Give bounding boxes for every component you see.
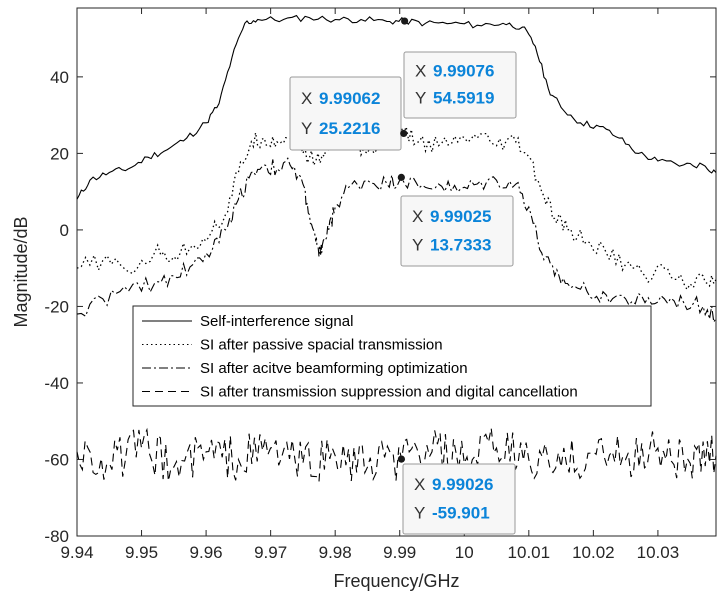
y-tick-label: 20 [50, 144, 69, 163]
y-tick-label: 40 [50, 68, 69, 87]
x-tick-label: 9.94 [60, 543, 93, 562]
y-tick-label: 0 [60, 221, 69, 240]
datatip[interactable]: X 9.99026 Y -59.901 [397, 455, 516, 535]
datatip-x-value: 9.99025 [430, 207, 491, 226]
y-axis-label: Magnitude/dB [11, 216, 31, 327]
x-tick-label: 9.95 [125, 543, 158, 562]
axis-ticks: 9.94 9.95 9.96 9.97 9.98 9.99 10 10.01 10.02 10.0… [44, 8, 716, 562]
datatip-y-value: -59.901 [432, 504, 490, 523]
datatip-y-value: 54.5919 [433, 88, 494, 107]
datatips: X 9.99076 Y 54.5919 X 9.99062 Y 25.2216 X 9.99025… [289, 17, 517, 535]
series-line-1 [76, 14, 717, 200]
datatip-x-value: 9.99062 [319, 89, 380, 108]
y-tick-label: -40 [44, 374, 69, 393]
datatip-box [402, 463, 516, 535]
datatip-box [400, 195, 514, 267]
x-tick-label: 10.02 [572, 543, 615, 562]
y-tick-label: -80 [44, 527, 69, 546]
datatip-marker[interactable] [397, 455, 406, 463]
datatip-y-key: Y [301, 119, 312, 138]
datatip-x-key: X [415, 61, 426, 80]
datatip-x-key: X [412, 207, 423, 226]
x-tick-label: 9.99 [383, 543, 416, 562]
datatip-x-key: X [301, 89, 312, 108]
legend-entry: SI after transmission suppression and di… [200, 384, 578, 401]
datatip-x-value: 9.99076 [433, 61, 494, 80]
datatip-marker[interactable] [401, 17, 409, 25]
x-tick-label: 9.98 [319, 543, 352, 562]
x-tick-label: 10.03 [637, 543, 680, 562]
datatip[interactable]: X 9.99062 Y 25.2216 [289, 76, 408, 151]
legend: Self-interference signal SI after passive… [132, 305, 652, 407]
datatip-y-value: 25.2216 [319, 119, 380, 138]
x-tick-label: 9.97 [254, 543, 287, 562]
y-tick-label: -60 [44, 450, 69, 469]
datatip-y-value: 13.7333 [430, 236, 491, 255]
datatip-y-key: Y [414, 504, 425, 523]
legend-entry: Self-interference signal [200, 313, 353, 330]
x-tick-label: 10.01 [508, 543, 551, 562]
x-axis-label: Frequency/GHz [333, 571, 459, 591]
legend-entry: SI after passive spacial transmission [200, 337, 443, 354]
y-tick-label: -20 [44, 297, 69, 316]
x-tick-label: 9.96 [190, 543, 223, 562]
datatip-x-key: X [414, 475, 425, 494]
datatip-y-key: Y [412, 236, 423, 255]
datatip-marker[interactable] [400, 129, 408, 138]
datatip-box [289, 76, 402, 151]
datatip-y-key: Y [415, 88, 426, 107]
datatip-x-value: 9.99026 [432, 475, 493, 494]
datatip-marker[interactable] [397, 173, 405, 181]
legend-box [132, 305, 652, 407]
legend-entry: SI after acitve beamforming optimization [200, 360, 468, 377]
datatip-box [403, 51, 517, 119]
datatip[interactable]: X 9.99076 Y 54.5919 [401, 17, 517, 119]
x-tick-label: 10 [455, 543, 474, 562]
datatip[interactable]: X 9.99025 Y 13.7333 [397, 173, 514, 267]
